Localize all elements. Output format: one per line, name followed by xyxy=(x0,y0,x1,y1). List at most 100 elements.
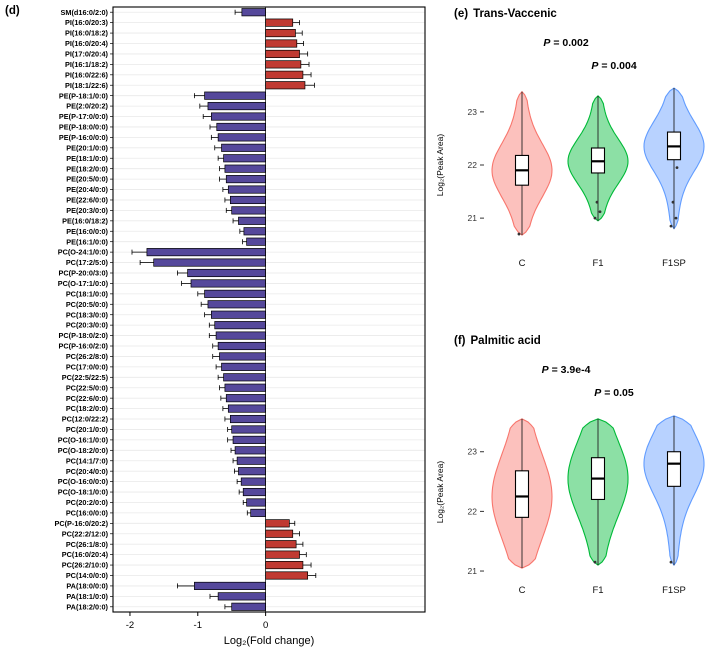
bar xyxy=(225,394,266,403)
data-point xyxy=(593,216,597,220)
bar xyxy=(204,289,266,298)
x-category-label: F1 xyxy=(592,258,603,269)
bar xyxy=(229,195,266,205)
category-label: PC(18:1/0:0) xyxy=(66,289,109,298)
category-label: PI(16:0/20:4) xyxy=(65,39,109,48)
category-label: PC(20:3/0:0) xyxy=(66,321,109,330)
x-tick-label: -2 xyxy=(126,620,134,631)
bar xyxy=(265,49,300,58)
x-category-label: F1SP xyxy=(662,585,686,596)
bar xyxy=(265,540,297,549)
p-value: P = 0.004 xyxy=(591,60,637,72)
bar xyxy=(214,321,266,330)
y-tick-label: 23 xyxy=(468,107,478,117)
category-label: PC(12:0/22:2) xyxy=(62,415,109,424)
bar xyxy=(234,446,266,455)
bar xyxy=(219,352,266,361)
p-value: P = 3.9e-4 xyxy=(542,364,591,376)
category-label: PE(P-18:0/0:0) xyxy=(59,123,109,132)
category-label: PC(26:1/8:0) xyxy=(66,540,109,549)
x-category-label: F1 xyxy=(592,585,603,596)
category-label: PC(P-16:0/2:0) xyxy=(59,342,109,351)
bar xyxy=(153,258,266,267)
category-label: PE(20:3/0:0) xyxy=(66,206,108,215)
y-tick-label: 21 xyxy=(468,566,478,576)
bar xyxy=(190,279,266,288)
category-label: PC(O-24:1/0:0) xyxy=(58,248,109,257)
bar xyxy=(238,467,266,476)
bar xyxy=(224,164,266,173)
bar xyxy=(223,373,266,382)
bar xyxy=(207,102,266,111)
y-tick-label: 22 xyxy=(468,506,478,516)
category-label: PC(18:3/0:0) xyxy=(66,310,109,319)
data-point xyxy=(669,560,673,564)
bar xyxy=(246,498,266,507)
category-label: PI(16:0/20:3) xyxy=(65,18,109,27)
bar xyxy=(265,70,304,79)
panel-f-violin-chart: (f) Palmitic acid P = 3.9e-4P = 0.05 21 22 23 Lo… xyxy=(435,335,705,596)
y-tick-label: 23 xyxy=(468,447,478,457)
category-label: PI(16:0/18:2) xyxy=(65,29,109,38)
category-label: SM(d16:0/2:0) xyxy=(61,8,109,17)
category-label: PE(20:5/0:0) xyxy=(66,175,108,184)
bar xyxy=(265,29,296,38)
bar xyxy=(265,39,298,48)
data-point xyxy=(598,210,602,214)
category-label: PI(18:1/22:6) xyxy=(65,81,109,90)
bar xyxy=(217,592,266,601)
data-point xyxy=(517,232,521,236)
bar xyxy=(210,310,266,319)
category-label: PC(22:6/0:0) xyxy=(66,394,109,403)
panel-d-bar-chart: SM(d16:0/2:0)PI(16:0/20:3)PI(16:0/18:2)P… xyxy=(5,5,426,647)
box xyxy=(666,451,682,487)
category-label: PC(17:0/0:0) xyxy=(66,362,109,371)
p-value: P = 0.002 xyxy=(543,37,589,49)
bar xyxy=(225,175,266,184)
panel-label-d: (d) xyxy=(5,5,20,17)
category-label: PE(18:2/0:0) xyxy=(66,164,108,173)
category-label: PC(20:2/0:0) xyxy=(66,498,109,507)
bar xyxy=(241,8,266,17)
category-label: PE(P-17:0/0:0) xyxy=(59,112,109,121)
bar xyxy=(187,268,266,278)
category-label: PC(20:4/0:0) xyxy=(66,467,109,476)
p-value: P = 0.05 xyxy=(594,387,634,399)
category-label: PC(17:2/5:0) xyxy=(66,258,109,267)
category-label: PC(16:0/20:4) xyxy=(62,550,109,559)
data-point xyxy=(593,560,597,564)
x-category-label: C xyxy=(519,585,526,596)
category-label: PE(16:1/0:0) xyxy=(66,237,108,246)
x-tick-label: -1 xyxy=(194,620,202,631)
category-label: PA(18:2/0:0) xyxy=(66,602,108,611)
bar xyxy=(265,571,309,580)
x-category-label: F1SP xyxy=(662,258,686,269)
category-label: PE(20:1/0:0) xyxy=(66,143,108,152)
category-label: PC(18:2/0:0) xyxy=(66,404,109,413)
category-label: PI(16:0/22:6) xyxy=(65,70,109,79)
category-label: PC(O-16:1/0:0) xyxy=(58,435,109,444)
category-label: PC(20:5/0:0) xyxy=(66,300,109,309)
bar xyxy=(210,112,266,121)
category-label: PE(2:0/20:2) xyxy=(66,102,108,111)
category-label: PC(14:0/0:0) xyxy=(66,571,109,580)
data-point xyxy=(669,224,673,228)
panel-title: (e) Trans-Vaccenic xyxy=(454,8,557,20)
data-point xyxy=(674,216,678,220)
bar xyxy=(223,154,266,163)
y-axis-label: Log₂(Peak Area) xyxy=(435,134,445,197)
category-label: PC(14:1/7:0) xyxy=(66,456,109,465)
bar xyxy=(243,227,266,236)
y-tick-label: 22 xyxy=(468,160,478,170)
bar xyxy=(265,519,290,528)
category-label: PC(P-18:0/2:0) xyxy=(59,331,109,340)
bar xyxy=(217,133,266,142)
category-label: PI(16:1/18:2) xyxy=(65,60,109,69)
category-label: PE(20:4/0:0) xyxy=(66,185,108,194)
category-label: PE(22:6/0:0) xyxy=(66,196,108,205)
x-axis-label: Log₂(Fold change) xyxy=(224,635,315,647)
bar xyxy=(215,331,266,340)
bar xyxy=(242,487,266,497)
bar xyxy=(231,425,266,434)
